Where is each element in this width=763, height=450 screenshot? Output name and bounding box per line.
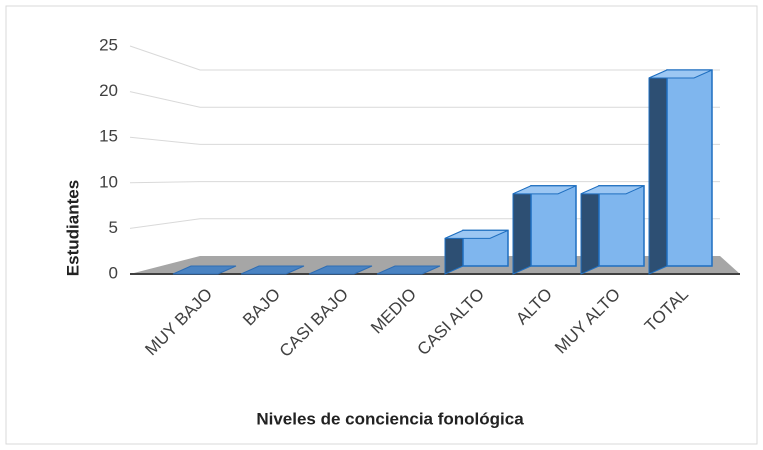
bar-side bbox=[648, 69, 668, 275]
y-tick-label: 20 bbox=[99, 81, 118, 100]
x-axis-label: Niveles de conciencia fonológica bbox=[256, 409, 524, 428]
bar bbox=[376, 265, 441, 275]
bar bbox=[648, 69, 713, 275]
grid-line bbox=[129, 91, 720, 108]
grid-line bbox=[129, 181, 720, 184]
bar-front bbox=[530, 185, 577, 267]
bar-flat bbox=[376, 265, 441, 275]
bar-front bbox=[666, 69, 713, 267]
bar bbox=[512, 185, 577, 275]
bar-top bbox=[444, 229, 509, 239]
bar bbox=[240, 265, 305, 275]
y-tick-label: 15 bbox=[99, 127, 118, 146]
bar-flat bbox=[172, 265, 237, 275]
bar bbox=[172, 265, 237, 275]
y-tick-label: 25 bbox=[99, 35, 118, 54]
y-tick-label: 5 bbox=[109, 218, 118, 237]
y-tick-label: 10 bbox=[99, 172, 118, 191]
y-tick-label: 0 bbox=[109, 263, 118, 282]
bar-top bbox=[648, 69, 713, 79]
bar-flat bbox=[308, 265, 373, 275]
bar bbox=[444, 229, 509, 275]
grid-line bbox=[129, 45, 720, 71]
bar-side bbox=[512, 185, 532, 275]
bar-top bbox=[512, 185, 577, 195]
bar-flat bbox=[240, 265, 305, 275]
bar bbox=[580, 185, 645, 275]
grid-line bbox=[129, 136, 720, 145]
bar-top bbox=[580, 185, 645, 195]
bar bbox=[308, 265, 373, 275]
bar-front bbox=[598, 185, 645, 267]
y-axis-label: Estudiantes bbox=[63, 180, 82, 276]
bar-side bbox=[580, 185, 600, 275]
